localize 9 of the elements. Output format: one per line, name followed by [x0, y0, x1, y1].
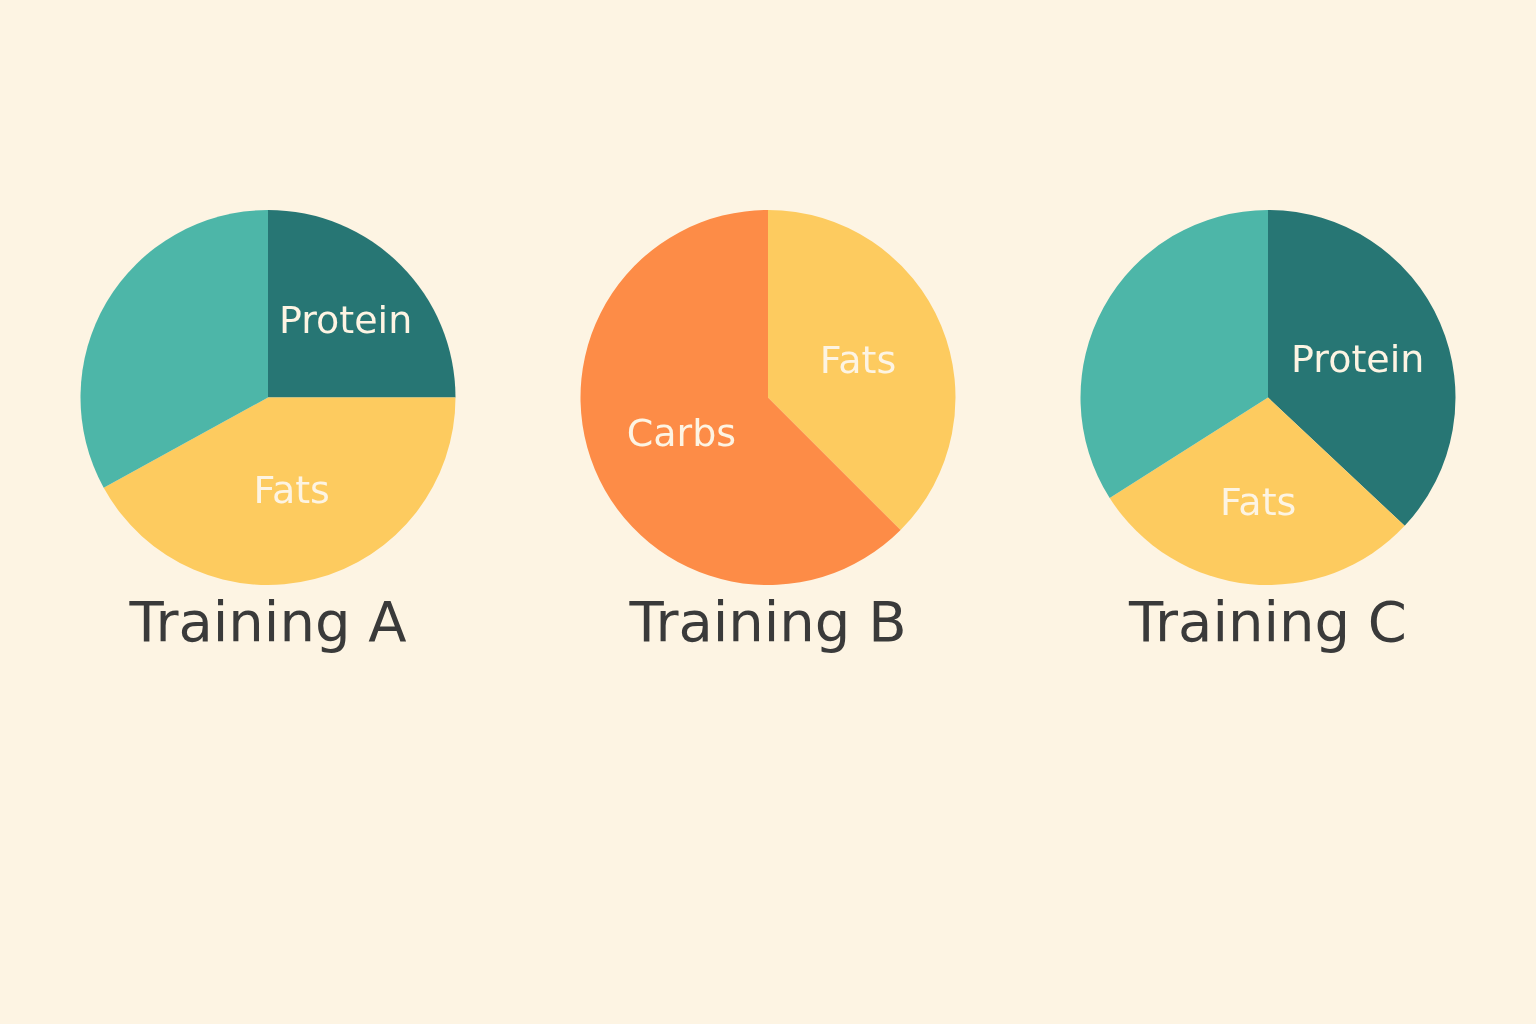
text: Training A	[128, 589, 407, 654]
text: Training C	[1128, 589, 1407, 654]
slice-label: Protein	[1291, 336, 1425, 381]
slice-label: Fats	[819, 338, 897, 383]
slice-label: Carbs	[626, 411, 737, 456]
text: Training B	[628, 589, 907, 654]
slice-label: Fats	[253, 467, 330, 512]
slice-label: Protein	[279, 297, 413, 342]
slice-label: Fats	[1219, 479, 1297, 524]
